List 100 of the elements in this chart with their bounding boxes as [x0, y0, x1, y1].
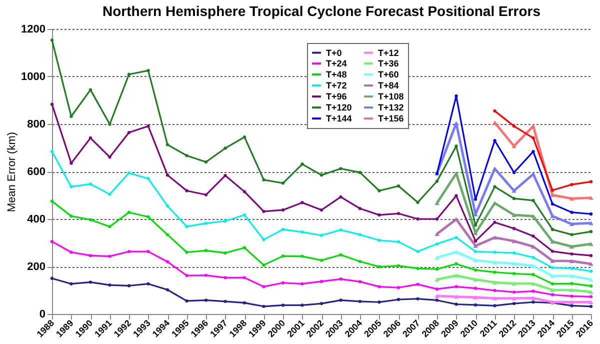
point — [378, 238, 381, 242]
point — [396, 286, 400, 290]
legend-label: T+60 — [378, 70, 399, 80]
point — [224, 300, 227, 303]
point — [550, 293, 554, 296]
point — [50, 150, 54, 154]
point — [588, 290, 594, 294]
point — [320, 258, 324, 262]
point — [358, 233, 362, 236]
legend-label: T+96 — [326, 92, 347, 102]
point — [473, 244, 478, 248]
point — [416, 266, 420, 270]
point — [570, 182, 574, 186]
legend-label: T+108 — [378, 92, 404, 102]
point — [300, 304, 304, 307]
legend-label: T+84 — [378, 80, 399, 90]
point — [224, 251, 227, 255]
point — [416, 250, 420, 254]
point — [358, 170, 362, 174]
point — [435, 217, 439, 221]
legend-label: T+156 — [378, 114, 404, 124]
point — [108, 225, 112, 228]
point — [530, 296, 536, 300]
legend-label: T+132 — [378, 102, 404, 112]
point — [108, 254, 112, 258]
point — [396, 212, 400, 216]
point — [512, 290, 516, 294]
point — [569, 274, 574, 278]
point — [378, 300, 381, 304]
point — [570, 252, 574, 256]
point — [474, 240, 478, 243]
point — [300, 254, 304, 258]
point — [454, 94, 458, 98]
point — [281, 304, 285, 307]
point — [108, 155, 112, 159]
point — [127, 171, 131, 175]
point — [532, 234, 535, 238]
point — [127, 210, 131, 214]
point — [300, 162, 304, 166]
point — [569, 259, 574, 264]
point — [532, 150, 535, 154]
point — [454, 294, 459, 299]
point — [242, 213, 246, 217]
point — [146, 177, 150, 180]
point — [50, 276, 54, 280]
point — [396, 184, 400, 188]
point — [512, 239, 516, 244]
point — [454, 121, 459, 126]
point — [146, 124, 150, 128]
point — [88, 136, 92, 140]
point — [588, 196, 594, 200]
y-tick-label: 0 — [39, 308, 46, 320]
point — [50, 38, 54, 42]
point — [88, 88, 92, 92]
point — [204, 160, 208, 164]
line-series — [434, 217, 594, 266]
point — [281, 281, 285, 284]
point — [339, 253, 342, 256]
point — [185, 154, 188, 158]
point — [166, 204, 170, 208]
point — [550, 282, 554, 286]
point — [550, 274, 555, 278]
point — [435, 287, 439, 291]
y-tick-label: 600 — [27, 166, 46, 178]
point — [570, 282, 574, 286]
point — [589, 212, 593, 216]
point — [320, 234, 324, 237]
point — [185, 299, 188, 303]
point — [204, 298, 208, 302]
point — [320, 208, 324, 212]
point — [358, 206, 362, 210]
point — [570, 266, 574, 270]
point — [396, 240, 400, 244]
point — [416, 200, 420, 204]
point — [204, 274, 208, 277]
point — [166, 173, 170, 177]
point — [493, 220, 496, 224]
legend-label: T+36 — [378, 58, 399, 68]
point — [512, 170, 516, 174]
point — [454, 273, 459, 278]
point — [474, 224, 478, 227]
point — [588, 221, 594, 226]
point — [224, 174, 227, 178]
point — [166, 143, 170, 146]
point — [474, 286, 478, 290]
point — [262, 178, 266, 182]
point — [416, 297, 420, 300]
point — [512, 212, 516, 217]
point — [396, 298, 400, 302]
point — [550, 288, 555, 292]
point — [70, 185, 73, 188]
point — [569, 196, 574, 201]
point — [50, 240, 54, 244]
y-tick-label: 1200 — [21, 24, 46, 36]
point — [532, 272, 535, 276]
point — [550, 228, 554, 232]
legend-label: T+12 — [378, 48, 399, 58]
point — [242, 301, 246, 304]
point — [396, 264, 400, 268]
point — [146, 282, 150, 286]
